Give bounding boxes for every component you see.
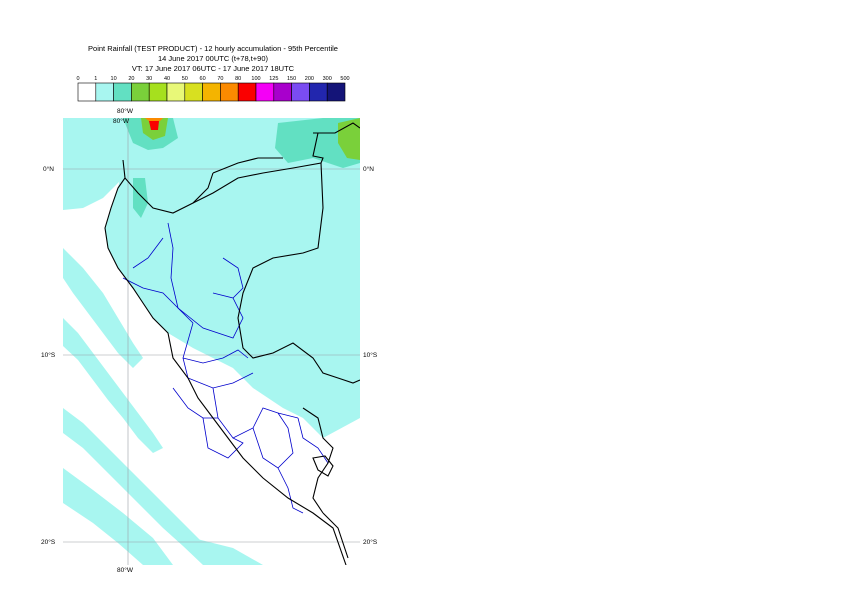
legend-swatch [131, 82, 150, 102]
coord-label-lat10-left: 10°S [41, 352, 56, 359]
map-subtitle-base-time: 14 June 2017 00UTC (t+78,t+90) [157, 54, 269, 63]
coord-label-lat0-left: 0°N [43, 166, 54, 173]
legend-tick-label: 150 [287, 76, 297, 82]
legend-tick-label: 10 [110, 76, 117, 82]
country-borders [104, 122, 360, 565]
region-border-3 [177, 292, 244, 339]
rain-area-light-coastal-1 [63, 248, 143, 368]
region-border-2 [122, 277, 179, 309]
coord-label-lat0-right: 0°N [363, 166, 374, 173]
legend-tick-label: 0 [76, 76, 80, 82]
region-border-13 [222, 257, 244, 299]
rain-area-intense-core [149, 121, 159, 130]
legend-tick-label: 50 [181, 76, 188, 82]
rain-area-light-coastal-3 [63, 408, 223, 565]
legend-tick-label: 70 [217, 76, 224, 82]
legend-swatch [77, 82, 97, 102]
rainfall-map: 80°W [63, 118, 360, 565]
legend-swatch [166, 82, 186, 102]
rain-area-light-south [193, 538, 263, 565]
map-title: Point Rainfall (TEST PRODUCT) - 12 hourl… [88, 44, 338, 53]
rain-area-orange-rim [145, 118, 163, 121]
region-border-8 [202, 417, 244, 459]
region-border-7 [172, 387, 218, 419]
coord-label-lon-top: 80°W [117, 108, 133, 115]
legend-swatch [255, 82, 275, 102]
legend-tick-label: 125 [269, 76, 279, 82]
legend-swatch [237, 82, 257, 102]
legend-swatch [309, 82, 328, 102]
lake-titicaca [312, 455, 334, 477]
rain-area-light-coastal-2 [63, 318, 163, 453]
legend-tick-label: 100 [251, 76, 261, 82]
border-chile-bolivia [322, 512, 349, 559]
rain-area-light-coastal-4 [63, 468, 173, 565]
legend-swatch [273, 82, 292, 102]
border-ecuador-peru [124, 172, 214, 214]
legend-swatch [113, 82, 132, 102]
legend-tick-label: 40 [163, 76, 171, 82]
legend-swatch [95, 82, 114, 102]
coord-label-lat20-right: 20°S [363, 539, 378, 546]
map-canvas [63, 118, 360, 565]
border-colombia-east [313, 122, 360, 134]
legend-swatch [220, 82, 239, 102]
legend-swatch [184, 82, 203, 102]
rain-area-light-land [105, 148, 360, 438]
legend-swatch [202, 82, 221, 102]
legend-tick-label: 60 [199, 76, 206, 82]
rain-area-moderate-coast [133, 178, 148, 218]
border-ecuador-colombia [212, 157, 283, 174]
legend-tick-label: 200 [304, 76, 314, 82]
coord-label-lon-top: 80°W [113, 118, 129, 125]
legend-tick-label: 30 [146, 76, 153, 82]
coord-label-lat10-right: 10°S [363, 352, 378, 359]
border-peru-colombia-north [192, 132, 324, 204]
legend-tick-label: 1 [94, 76, 98, 82]
region-border-9 [252, 412, 294, 469]
region-border-10 [277, 467, 304, 514]
legend-tick-label: 500 [340, 76, 350, 82]
coastline [104, 159, 347, 565]
legend-tick-label: 300 [322, 76, 332, 82]
region-border-1 [167, 222, 194, 324]
map-subtitle-valid-time: VT: 17 June 2017 06UTC - 17 June 2017 18… [131, 64, 295, 73]
legend-color-bar [77, 82, 346, 102]
legend-tick-label: 20 [128, 76, 135, 82]
legend-swatch [148, 82, 168, 102]
coord-label-lon-bottom: 80°W [117, 567, 133, 574]
legend-swatch [326, 82, 346, 102]
region-border-4 [182, 322, 254, 389]
region-border-12 [132, 237, 164, 269]
region-border-5 [182, 349, 249, 364]
legend-tick-label: 80 [235, 76, 242, 82]
internal-region-borders [122, 222, 329, 514]
region-border-11 [297, 417, 329, 464]
graticule [63, 118, 360, 565]
legend-swatch [291, 82, 310, 102]
border-peru-brazil [237, 162, 360, 384]
coord-label-lat20-left: 20°S [41, 539, 56, 546]
border-peru-bolivia [302, 407, 334, 514]
